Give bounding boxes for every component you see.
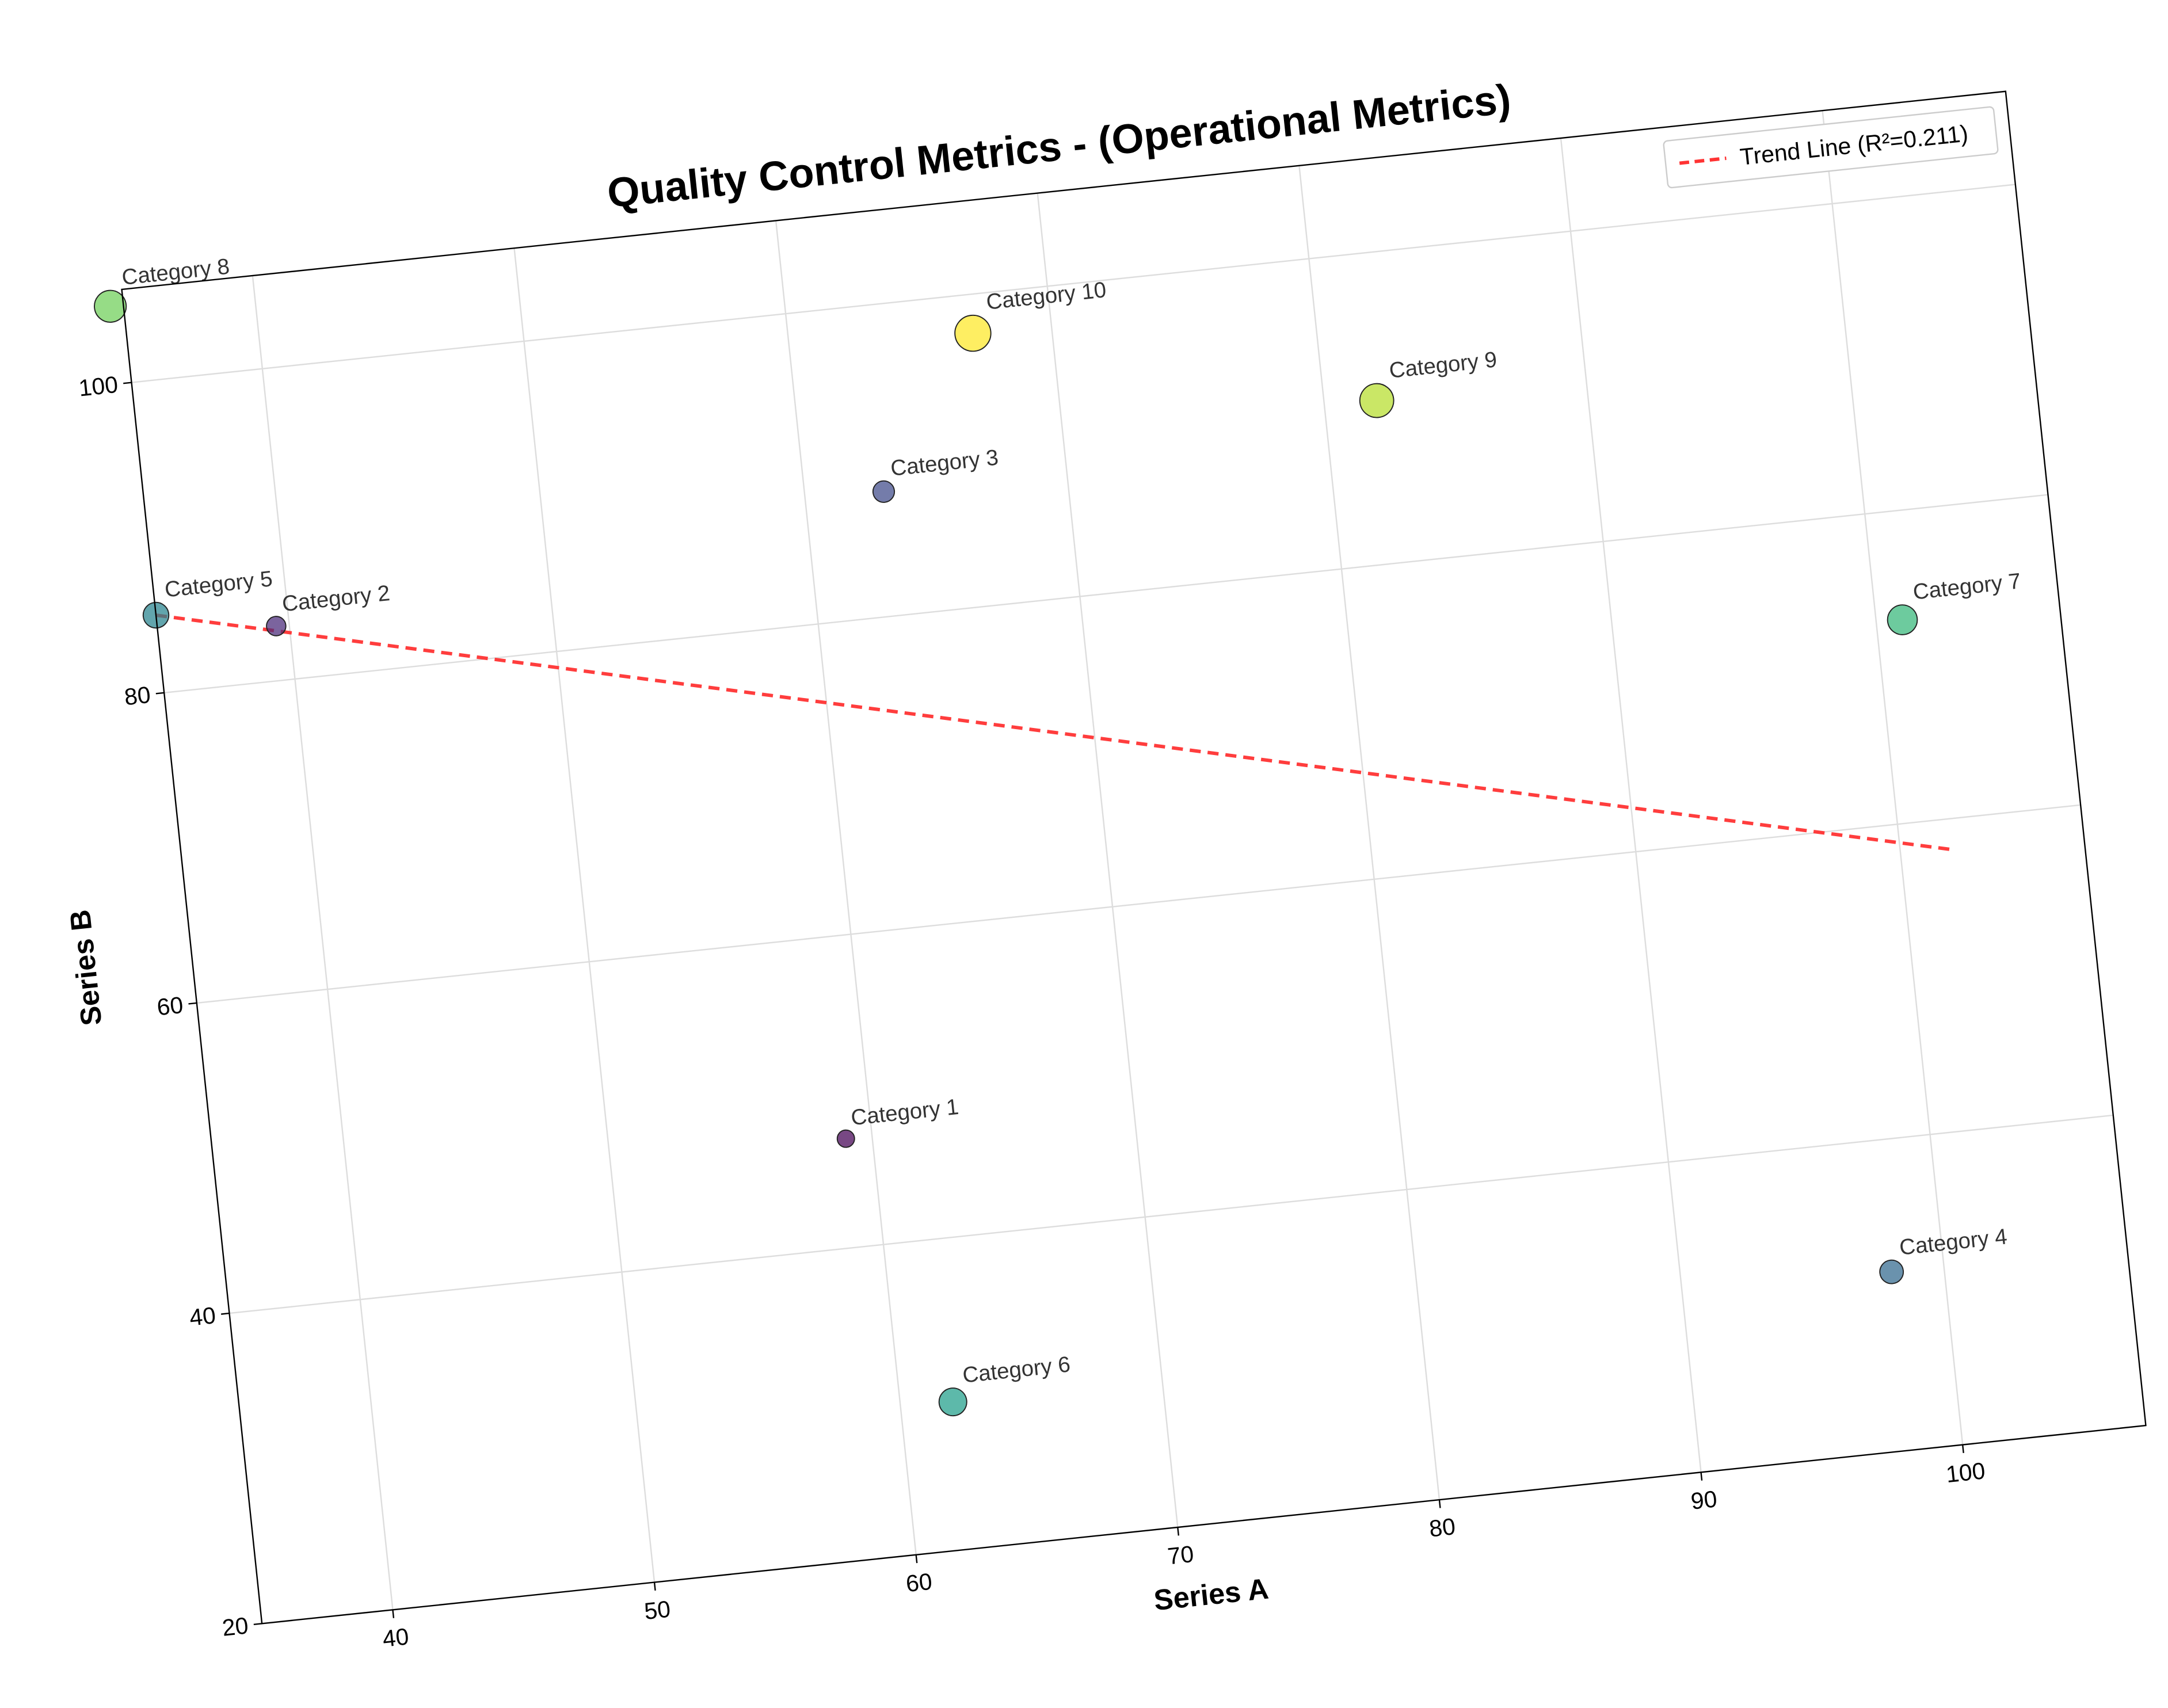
data-point	[1887, 604, 1918, 635]
y-tick-label: 60	[155, 992, 184, 1021]
legend-box	[1663, 106, 1999, 189]
y-tick-mark	[155, 692, 165, 695]
plot-frame	[121, 90, 2147, 1625]
x-grid-line	[775, 220, 917, 1555]
x-tick-label: 50	[643, 1596, 672, 1625]
y-tick-mark	[221, 1312, 230, 1315]
data-point	[938, 1387, 967, 1417]
y-grid-line	[164, 494, 2048, 693]
y-tick-label: 40	[188, 1302, 217, 1331]
y-tick-mark	[253, 1623, 262, 1625]
x-tick-label: 70	[1166, 1541, 1195, 1570]
x-tick-label: 40	[382, 1623, 410, 1652]
y-grid-line	[196, 804, 2081, 1004]
x-tick-mark	[1700, 1472, 1703, 1481]
y-grid-line	[229, 1114, 2113, 1314]
y-tick-mark	[188, 1002, 197, 1005]
x-grid-line	[1037, 193, 1179, 1528]
y-tick-label: 80	[123, 681, 152, 711]
x-grid-line	[1560, 138, 1702, 1473]
x-axis-ticks: 40 50 60 70 80 90 100	[382, 1444, 1987, 1652]
y-tick-label: 20	[221, 1612, 250, 1641]
trend-line	[155, 613, 1953, 852]
x-tick-label: 80	[1428, 1513, 1457, 1542]
y-axis-ticks: 20 40 60 80 100	[78, 371, 262, 1641]
x-grid-line	[1822, 110, 1964, 1445]
x-axis-label: Series A	[1152, 1572, 1270, 1617]
data-point	[1359, 383, 1394, 418]
grid-lines	[131, 110, 2146, 1625]
x-grid-line	[1298, 165, 1441, 1500]
x-tick-label: 60	[905, 1568, 934, 1598]
y-tick-label: 100	[78, 371, 120, 402]
x-tick-mark	[392, 1610, 395, 1618]
data-point	[266, 616, 287, 636]
data-point	[94, 289, 127, 323]
y-grid-line	[131, 184, 2015, 383]
x-tick-mark	[915, 1554, 918, 1564]
x-tick-label: 100	[1945, 1457, 1987, 1488]
data-point	[1879, 1259, 1904, 1284]
x-tick-mark	[653, 1582, 656, 1591]
y-tick-mark	[123, 382, 132, 384]
plot-area	[121, 91, 2146, 1624]
x-tick-mark	[1438, 1500, 1441, 1508]
data-point	[872, 480, 896, 503]
data-point	[836, 1129, 855, 1148]
data-point	[954, 314, 992, 352]
x-tick-mark	[1961, 1444, 1964, 1454]
x-tick-label: 90	[1690, 1485, 1719, 1515]
x-grid-line	[252, 275, 394, 1610]
trend-line-group	[155, 613, 1953, 852]
legend-trend-line-swatch	[1679, 157, 1727, 165]
x-tick-mark	[1177, 1527, 1180, 1536]
y-axis-label: Series B	[63, 908, 108, 1027]
x-grid-line	[513, 248, 656, 1583]
